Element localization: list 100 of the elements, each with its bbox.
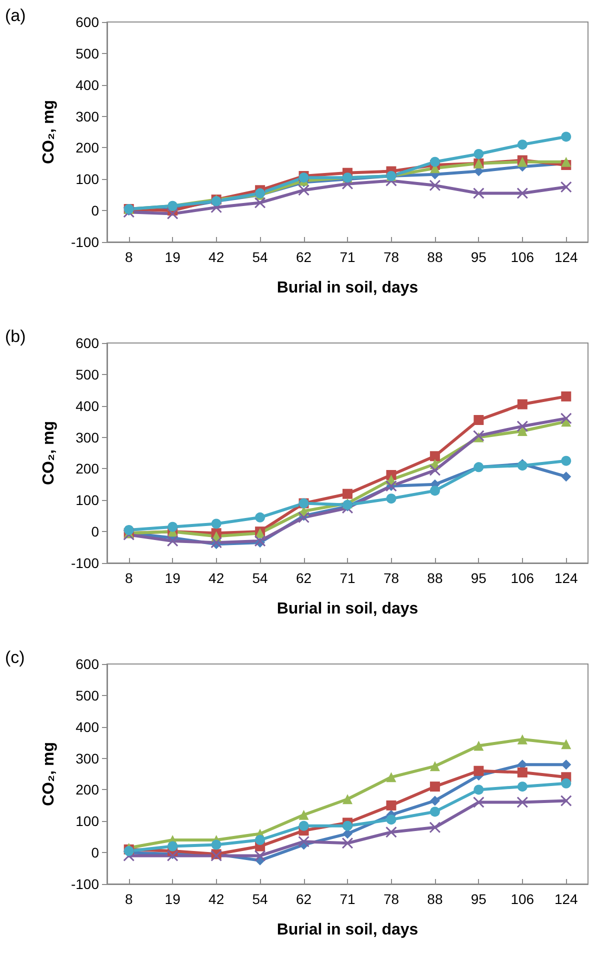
point — [430, 796, 440, 806]
x-tick-label: 8 — [124, 891, 133, 907]
y-tick-label: 100 — [76, 492, 100, 508]
y-tick-label: 0 — [91, 202, 100, 219]
x-tick-label: 42 — [208, 891, 224, 907]
y-tick-label: 500 — [76, 45, 100, 62]
x-axis-title: Burial in soil, days — [276, 922, 418, 938]
x-axis-title: Burial in soil, days — [276, 600, 418, 618]
x-tick-label: 95 — [470, 249, 487, 265]
point — [124, 525, 134, 535]
point — [386, 826, 397, 838]
x-tick-label: 88 — [427, 891, 443, 907]
x-tick-label: 42 — [208, 570, 224, 586]
point — [517, 399, 528, 410]
point — [429, 464, 440, 476]
point — [473, 188, 484, 199]
point — [474, 415, 484, 425]
y-tick-label: 300 — [76, 108, 100, 124]
x-tick-label: 19 — [164, 570, 181, 586]
y-tick-label: -100 — [70, 555, 100, 571]
y-axis-title: CO₂, mg — [40, 742, 58, 806]
y-tick-label: 300 — [76, 750, 100, 766]
x-tick-label: 95 — [470, 570, 487, 586]
point — [517, 767, 528, 778]
x-tick-label: 124 — [554, 570, 578, 586]
y-tick-label: 600 — [76, 14, 100, 30]
point — [429, 180, 440, 191]
point — [298, 820, 309, 831]
point — [561, 472, 572, 482]
point — [517, 426, 528, 436]
point — [430, 156, 440, 167]
point — [298, 184, 310, 196]
point — [430, 451, 440, 462]
point — [474, 149, 484, 159]
x-tick-label: 54 — [252, 249, 268, 265]
y-tick-label: 200 — [76, 782, 100, 798]
y-axis-title: CO₂, mg — [40, 100, 58, 164]
point — [517, 734, 528, 744]
x-tick-label: 95 — [470, 891, 487, 907]
x-tick-label: 78 — [383, 891, 400, 907]
x-tick-label: 106 — [510, 891, 534, 907]
point — [430, 761, 440, 772]
x-tick-label: 8 — [124, 570, 133, 586]
y-tick-label: 200 — [76, 140, 100, 156]
y-tick-label: 600 — [76, 656, 100, 672]
y-axis-title: CO₂, mg — [40, 421, 58, 485]
point — [298, 810, 309, 820]
x-tick-label: 54 — [252, 570, 268, 586]
y-tick-label: 400 — [76, 76, 100, 93]
point — [561, 391, 572, 402]
point — [386, 772, 396, 782]
point — [254, 850, 266, 862]
x-tick-label: 88 — [427, 570, 443, 586]
point — [561, 456, 572, 466]
point — [473, 796, 484, 808]
y-tick-label: 100 — [76, 171, 100, 188]
x-tick-label: 54 — [252, 891, 268, 907]
point — [386, 814, 396, 825]
point — [430, 486, 440, 496]
x-tick-label: 106 — [510, 570, 534, 586]
point — [342, 488, 352, 499]
x-tick-label: 124 — [554, 891, 578, 907]
point — [167, 536, 178, 546]
x-axis-title: Burial in soil, days — [276, 280, 418, 296]
point — [211, 518, 222, 529]
point — [430, 782, 440, 792]
y-tick-label: 200 — [76, 460, 100, 477]
point — [561, 739, 572, 750]
y-tick-label: 500 — [76, 366, 100, 382]
x-tick-label: 62 — [296, 249, 312, 265]
x-tick-label: 88 — [427, 249, 443, 265]
y-tick-label: 100 — [76, 813, 100, 830]
point — [342, 794, 352, 804]
x-tick-label: 42 — [208, 249, 224, 265]
x-tick-label: 71 — [340, 249, 356, 265]
point — [167, 208, 178, 220]
point — [430, 806, 440, 817]
point — [560, 795, 572, 806]
point — [168, 522, 178, 532]
point — [211, 840, 222, 850]
chart-title: (a) — [5, 6, 26, 25]
x-tick-label: 62 — [296, 570, 312, 586]
point — [342, 838, 353, 849]
point — [516, 188, 528, 199]
point — [386, 800, 396, 810]
y-tick-label: 500 — [76, 687, 100, 704]
point — [516, 420, 528, 432]
x-tick-label: 124 — [554, 249, 578, 265]
x-tick-label: 106 — [510, 249, 534, 265]
y-tick-label: -100 — [70, 234, 100, 250]
point — [561, 132, 572, 142]
point — [474, 766, 484, 776]
point — [560, 182, 572, 192]
point — [386, 494, 396, 504]
point — [561, 760, 572, 770]
chart-title: (c) — [5, 648, 25, 667]
y-tick-label: 600 — [76, 335, 100, 351]
y-tick-label: 0 — [91, 844, 100, 861]
y-tick-label: -100 — [70, 876, 100, 892]
point — [517, 140, 528, 150]
